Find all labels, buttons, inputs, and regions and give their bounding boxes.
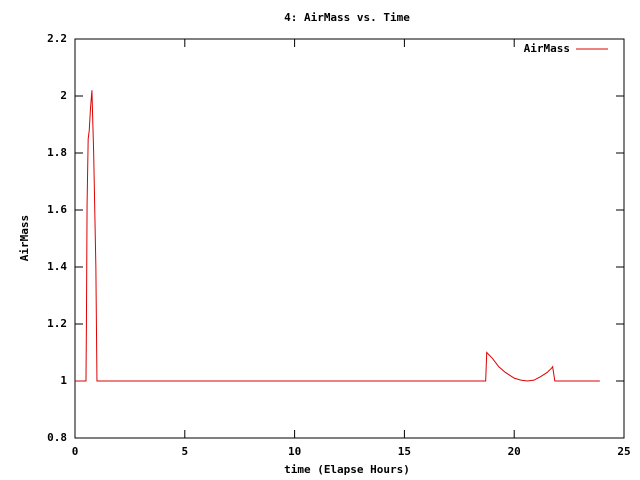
y-tick-label: 1.6 xyxy=(47,203,67,216)
chart-title: 4: AirMass vs. Time xyxy=(284,11,410,24)
y-tick-label: 0.8 xyxy=(47,431,67,444)
y-tick-label: 1 xyxy=(60,374,67,387)
legend-label: AirMass xyxy=(524,42,570,55)
y-tick-label: 1.2 xyxy=(47,317,67,330)
y-tick-label: 1.8 xyxy=(47,146,67,159)
x-axis-label: time (Elapse Hours) xyxy=(284,463,410,476)
x-tick-label: 10 xyxy=(288,445,301,458)
x-tick-label: 20 xyxy=(508,445,521,458)
y-tick-label: 2.2 xyxy=(47,32,67,45)
data-line xyxy=(75,90,600,382)
x-tick-label: 0 xyxy=(72,445,79,458)
x-tick-label: 25 xyxy=(617,445,630,458)
x-tick-label: 15 xyxy=(398,445,411,458)
y-tick-label: 1.4 xyxy=(47,260,67,273)
x-tick-label: 5 xyxy=(181,445,188,458)
y-tick-label: 2 xyxy=(60,89,67,102)
plot-frame xyxy=(74,38,625,439)
y-axis-label: AirMass xyxy=(18,215,31,261)
